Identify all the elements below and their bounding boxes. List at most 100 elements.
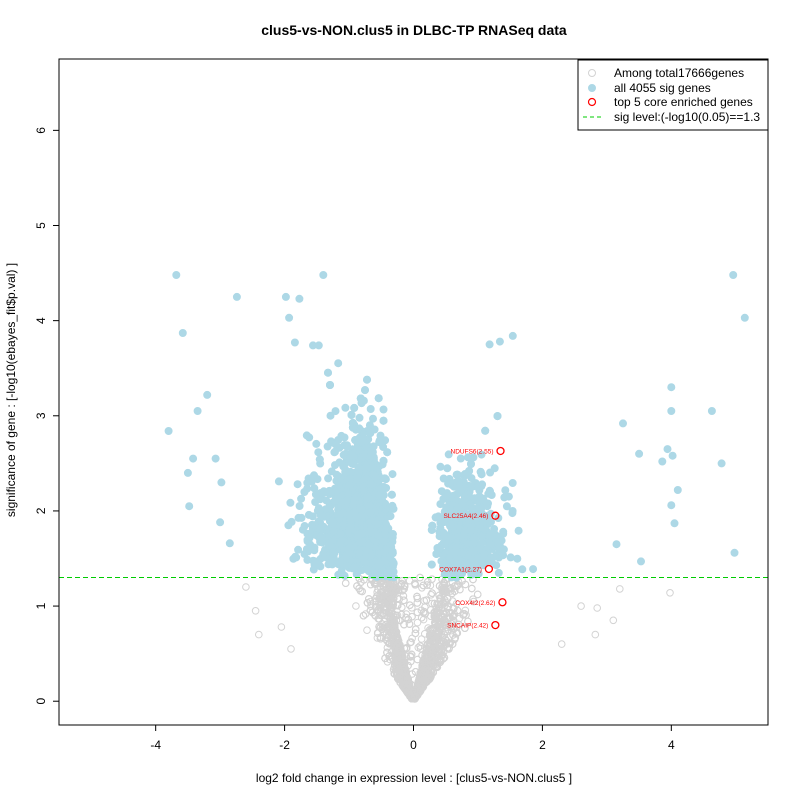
sig-point xyxy=(345,481,354,490)
y-tick-label: 1 xyxy=(34,602,48,609)
ns-point xyxy=(242,583,250,591)
sig-point xyxy=(323,442,332,451)
sig-point xyxy=(506,553,515,562)
ns-point xyxy=(415,675,424,683)
sig-point xyxy=(358,434,367,443)
ns-point xyxy=(381,654,389,663)
sig-point xyxy=(383,448,392,457)
sig-point xyxy=(612,540,621,549)
ns-point xyxy=(407,638,415,646)
ns-point xyxy=(380,609,388,618)
ns-point xyxy=(396,650,405,658)
ns-point xyxy=(406,692,415,700)
sig-point xyxy=(484,489,493,498)
ns-point xyxy=(438,651,447,659)
ns-point xyxy=(402,686,411,695)
ns-point xyxy=(435,604,443,612)
sig-point xyxy=(437,487,446,496)
sig-point xyxy=(462,539,471,548)
ns-point xyxy=(370,580,379,588)
sig-point xyxy=(295,502,304,510)
sig-point xyxy=(427,560,436,569)
sig-point xyxy=(369,442,378,451)
ns-point xyxy=(441,640,450,649)
sig-point xyxy=(446,520,455,529)
sig-point xyxy=(290,338,299,347)
core-gene-point xyxy=(484,564,494,574)
sig-point xyxy=(310,557,319,566)
ns-point xyxy=(460,610,469,618)
ns-point xyxy=(419,609,428,617)
sig-point xyxy=(297,513,306,522)
sig-point xyxy=(495,543,504,552)
sig-point xyxy=(368,480,377,488)
sig-point xyxy=(379,442,388,451)
ns-point xyxy=(421,630,429,638)
x-tick-label: 4 xyxy=(668,738,675,752)
sig-point xyxy=(371,473,380,482)
sig-point xyxy=(361,551,370,560)
ns-point xyxy=(254,630,263,639)
y-tick-label: 0 xyxy=(34,698,48,705)
sig-point xyxy=(485,340,494,349)
y-tick-label: 5 xyxy=(34,222,48,229)
ns-point xyxy=(436,619,445,628)
core-gene-label: SNCAIP(2.42) xyxy=(447,623,488,630)
sig-point xyxy=(454,477,463,486)
sig-point xyxy=(364,493,373,502)
ns-point xyxy=(373,629,382,637)
sig-point xyxy=(480,525,489,534)
sig-point xyxy=(308,520,316,529)
ns-point xyxy=(413,599,422,607)
sig-point xyxy=(339,509,348,518)
sig-point xyxy=(363,375,371,384)
ns-point xyxy=(421,609,430,618)
ns-point xyxy=(384,596,392,604)
sig-point xyxy=(346,521,355,530)
ns-point xyxy=(445,609,454,617)
sig-point xyxy=(460,528,469,537)
ns-point xyxy=(377,588,386,596)
sig-point xyxy=(353,473,362,482)
ns-point xyxy=(427,591,435,599)
ns-point xyxy=(366,606,375,615)
ns-point xyxy=(434,636,442,644)
ns-point xyxy=(451,582,459,590)
sig-point xyxy=(495,337,504,346)
sig-point xyxy=(336,540,345,549)
sig-point xyxy=(500,493,509,502)
sig-point xyxy=(514,526,523,535)
ns-point xyxy=(416,642,424,650)
sig-point xyxy=(331,407,340,416)
sig-point xyxy=(328,519,337,528)
y-tick-label: 3 xyxy=(34,412,48,419)
ns-point xyxy=(361,610,370,618)
x-tick-label: -2 xyxy=(279,738,290,752)
ns-point xyxy=(376,603,385,612)
sig-point xyxy=(322,496,331,505)
ns-point xyxy=(422,596,431,605)
sig-point xyxy=(211,454,220,463)
sig-point xyxy=(193,407,202,415)
ns-point xyxy=(379,580,387,588)
sig-point xyxy=(293,480,302,489)
ns-point xyxy=(398,577,406,585)
sig-point xyxy=(635,449,644,458)
sig-point xyxy=(217,478,226,487)
sig-point xyxy=(490,464,499,473)
sig-point xyxy=(518,565,527,574)
sig-point xyxy=(285,313,294,322)
ns-point xyxy=(442,636,451,645)
sig-point xyxy=(667,407,676,415)
sig-point xyxy=(462,471,471,480)
sig-point xyxy=(303,555,312,564)
legend-label-total: Among total17666genes xyxy=(614,66,744,80)
sig-point xyxy=(467,547,476,556)
ns-point xyxy=(557,640,566,648)
ns-point xyxy=(591,630,600,639)
ns-point xyxy=(341,579,350,588)
sig-point xyxy=(467,460,475,468)
sig-point xyxy=(445,479,454,488)
sig-point xyxy=(351,562,360,571)
